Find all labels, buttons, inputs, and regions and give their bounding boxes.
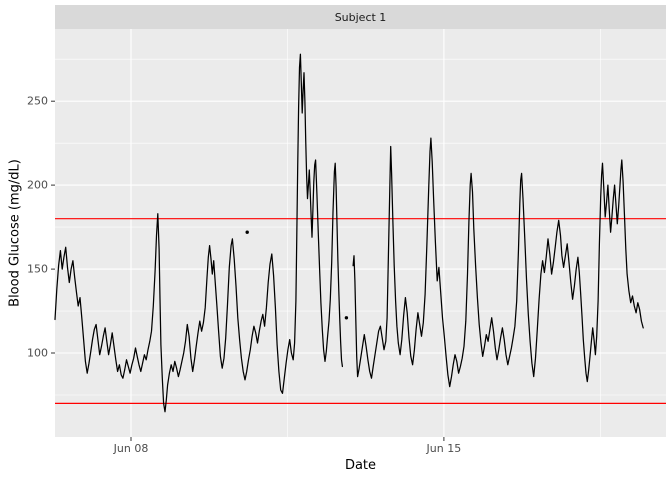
- x-tick-label: Jun 15: [426, 442, 462, 455]
- y-tick-label: 200: [27, 179, 48, 192]
- y-tick-label: 250: [27, 95, 48, 108]
- isolated-point: [245, 230, 249, 234]
- glucose-trace: [54, 53, 344, 413]
- y-tick-label: 100: [27, 347, 48, 360]
- isolated-point: [344, 316, 349, 320]
- facet-strip-label: Subject 1: [334, 10, 387, 24]
- panel-background: [55, 29, 666, 437]
- x-tick-label: Jun 08: [113, 442, 149, 455]
- y-axis-title: Blood Glucose (mg/dL): [7, 159, 23, 307]
- glucose-trace: [352, 137, 644, 388]
- y-tick-label: 150: [27, 263, 48, 276]
- x-axis-title: Date: [344, 458, 377, 473]
- facet-strip: Subject 1: [55, 5, 666, 29]
